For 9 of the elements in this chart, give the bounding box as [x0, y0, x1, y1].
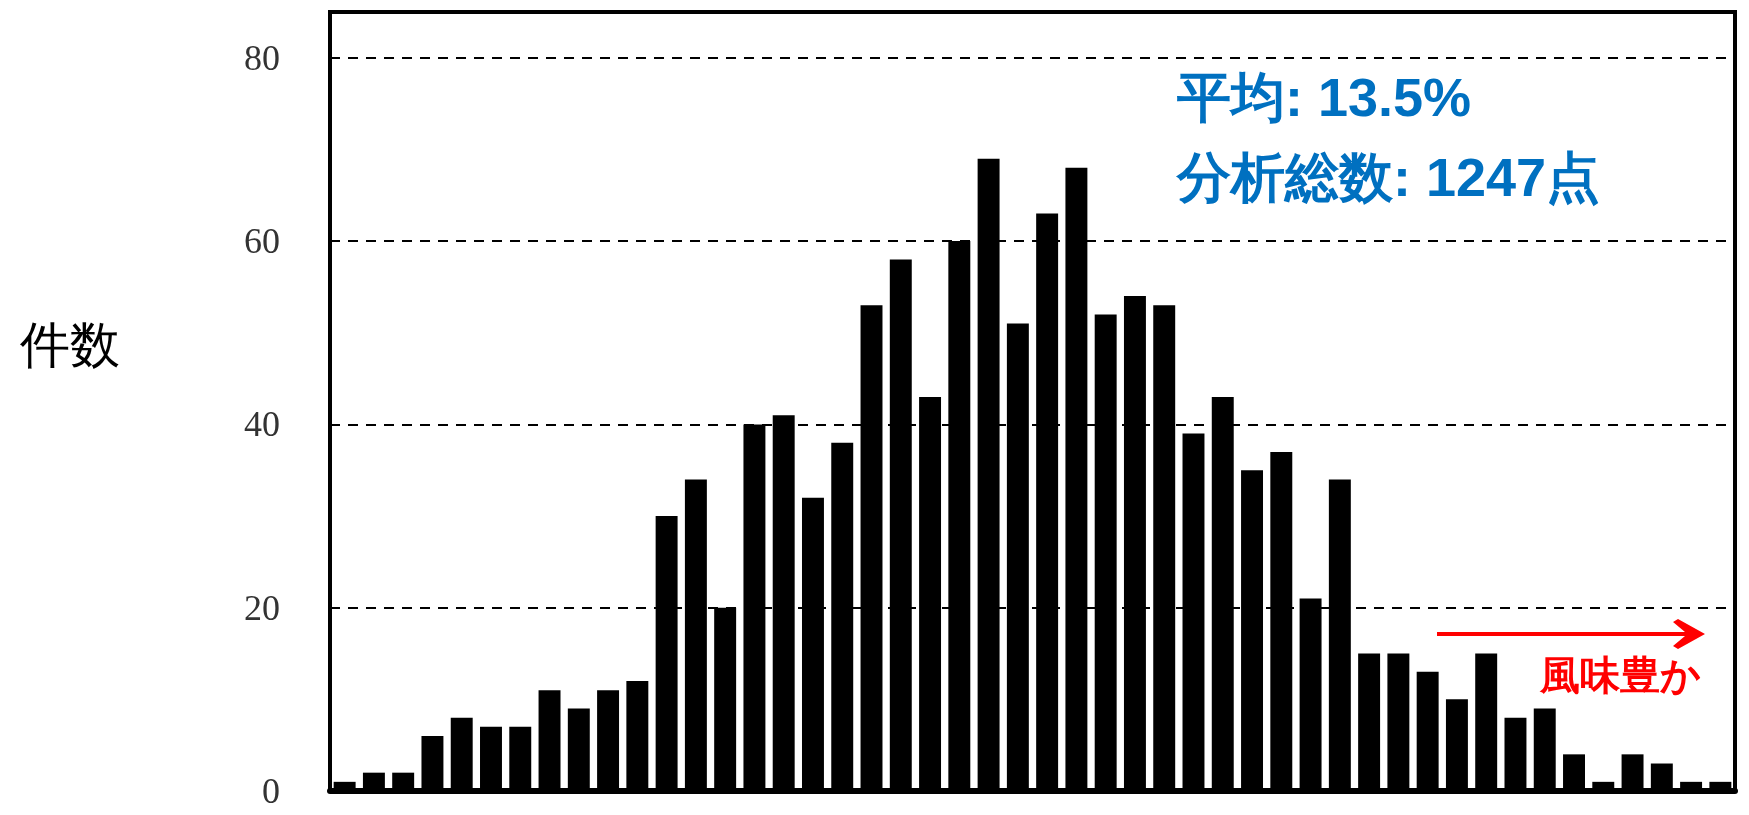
annotation: 分析総数: 1247点: [1175, 147, 1601, 207]
y-tick-label: 80: [244, 37, 280, 78]
annotation: 平均: 13.5%: [1176, 67, 1472, 127]
y-tick-label: 60: [244, 221, 280, 262]
y-axis-title: 件数: [20, 316, 120, 374]
y-tick-label: 20: [244, 587, 280, 628]
y-tick-label: 40: [244, 404, 280, 445]
y-tick-label: 0: [262, 771, 280, 811]
annotation: 風味豊か: [1539, 653, 1701, 697]
